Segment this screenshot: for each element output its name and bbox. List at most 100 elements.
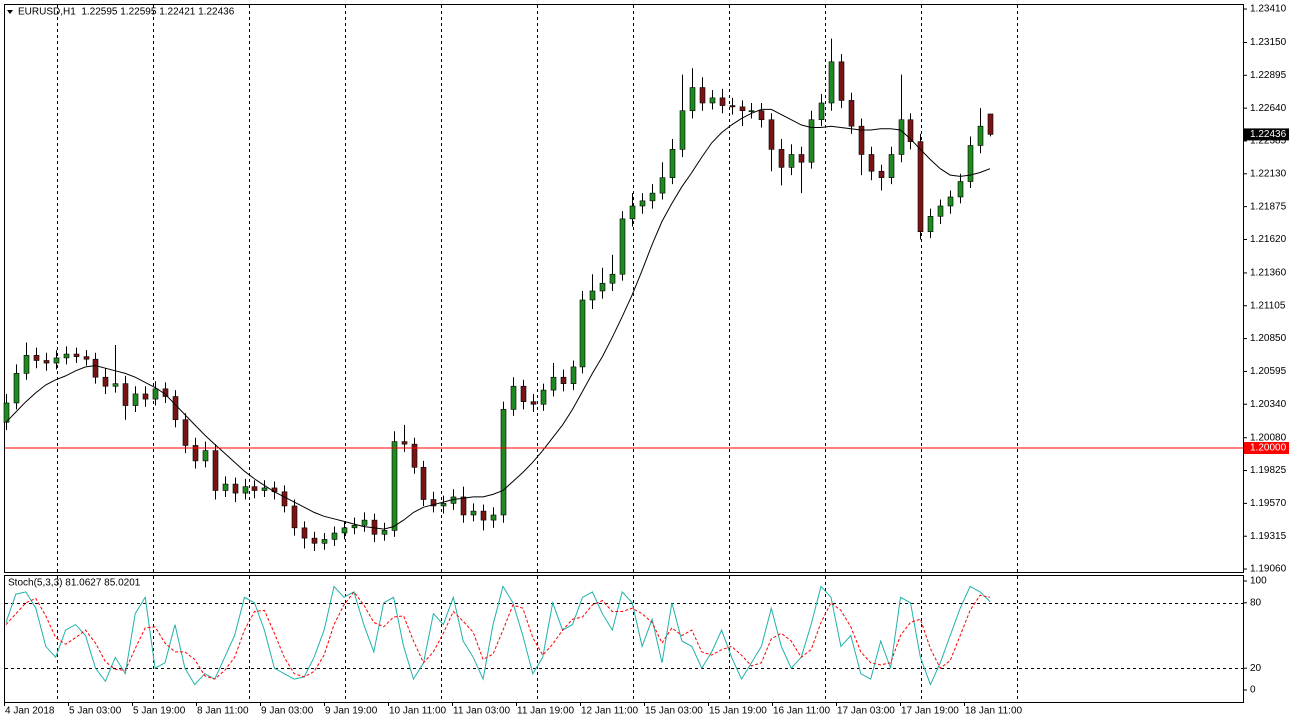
candle-body [102, 376, 109, 387]
candle-body [341, 527, 348, 534]
candle-body [649, 192, 656, 202]
y-tick-label: 1.19315 [1250, 531, 1287, 542]
x-tick-label: 5 Jan 03:00 [69, 706, 122, 717]
candle-body [669, 149, 676, 178]
main-panel-frame [4, 4, 1244, 573]
x-tick-label: 5 Jan 19:00 [133, 706, 186, 717]
x-tick-label: 4 Jan 2018 [5, 706, 55, 717]
candle-body [142, 393, 149, 400]
x-tick-label: 15 Jan 03:00 [645, 706, 703, 717]
candle-body [460, 496, 467, 516]
y-tick-label: 1.20340 [1250, 399, 1287, 410]
candle-body [888, 154, 895, 178]
candle-body [898, 119, 905, 155]
candle-body [391, 441, 398, 531]
candle-body [987, 113, 994, 135]
candle-body [23, 355, 30, 374]
candle-body [411, 443, 418, 468]
candle-body [470, 510, 477, 516]
candle-body [619, 218, 626, 275]
candle-body [92, 358, 99, 378]
y-tick-label: 1.21105 [1250, 300, 1286, 311]
x-tick-label: 16 Jan 11:00 [773, 706, 831, 717]
candle-body [937, 205, 944, 217]
candle-body [878, 170, 885, 178]
candle-body [828, 61, 835, 104]
candle-body [480, 510, 487, 521]
y-tick-label: 1.22640 [1250, 103, 1287, 114]
candle-body [83, 356, 90, 360]
candle-body [778, 149, 785, 168]
candle-body [560, 376, 567, 384]
moving-average [5, 108, 991, 530]
candle-body [202, 450, 209, 462]
y-tick-label: 1.19570 [1250, 498, 1287, 509]
candle-body [798, 154, 805, 163]
indicator-y-tick-label: 100 [1250, 576, 1267, 587]
y-tick-label: 1.20595 [1250, 366, 1287, 377]
candle-body [848, 100, 855, 127]
candle-body [53, 357, 60, 364]
candle-body [122, 383, 129, 406]
x-tick-label: 9 Jan 03:00 [261, 706, 314, 717]
candle-body [550, 376, 557, 391]
indicator-line [5, 591, 991, 680]
indicator-panel-frame [4, 575, 1244, 703]
candle-body [43, 360, 50, 364]
candle-body [351, 524, 358, 529]
candle-body [361, 519, 368, 526]
indicator-line [5, 585, 991, 686]
y-tick-label: 1.21875 [1250, 201, 1287, 212]
candle-body [261, 487, 268, 491]
y-tick-label: 1.22130 [1250, 168, 1287, 179]
y-tick-label: 1.20850 [1250, 333, 1287, 344]
candle-body [182, 419, 189, 446]
candle-body [490, 514, 497, 521]
candle-body [321, 539, 328, 544]
price-level-label: 1.20000 [1250, 443, 1287, 454]
candle-body [788, 154, 795, 168]
indicator-y-tick-label: 0 [1250, 685, 1256, 696]
x-tick-label: 12 Jan 11:00 [581, 706, 639, 717]
x-tick-label: 10 Jan 11:00 [389, 706, 447, 717]
x-tick-label: 11 Jan 19:00 [517, 706, 575, 717]
candle-body [589, 290, 596, 301]
y-tick-label: 1.20080 [1250, 432, 1287, 443]
candle-body [212, 450, 219, 491]
candle-body [152, 388, 159, 400]
candle-body [699, 87, 706, 104]
candle-body [172, 396, 179, 421]
indicator-y-tick-label: 20 [1250, 663, 1262, 674]
candle-body [599, 282, 606, 292]
candle-body [629, 205, 636, 220]
candle-body [500, 409, 507, 516]
candle-body [112, 383, 119, 387]
candle-body [570, 366, 577, 384]
y-tick-label: 1.23150 [1250, 37, 1287, 48]
candle-body [331, 532, 338, 540]
candle-body [808, 119, 815, 163]
chart-title: EURUSD,H1 1.22595 1.22595 1.22421 1.2243… [18, 7, 235, 18]
candle-body [311, 537, 318, 544]
plot-area [3, 38, 1243, 686]
candle-body [381, 530, 388, 535]
y-tick-label: 1.21360 [1250, 268, 1287, 279]
candle-body [947, 196, 954, 207]
x-tick-label: 17 Jan 19:00 [901, 706, 959, 717]
price-level-box [1244, 442, 1289, 455]
x-tick-label: 9 Jan 19:00 [325, 706, 378, 717]
candle-body [13, 373, 20, 404]
menu-arrow[interactable] [7, 10, 13, 14]
x-tick-label: 18 Jan 11:00 [965, 706, 1023, 717]
y-tick-label: 1.19825 [1250, 465, 1287, 476]
candle-body [609, 273, 616, 284]
candle-body [520, 385, 527, 402]
candle-body [281, 491, 288, 507]
candle-body [729, 105, 736, 108]
candle-body [73, 353, 80, 357]
x-tick-label: 15 Jan 19:00 [709, 706, 767, 717]
y-tick-label: 1.23410 [1250, 4, 1287, 15]
candle-body [430, 499, 437, 507]
